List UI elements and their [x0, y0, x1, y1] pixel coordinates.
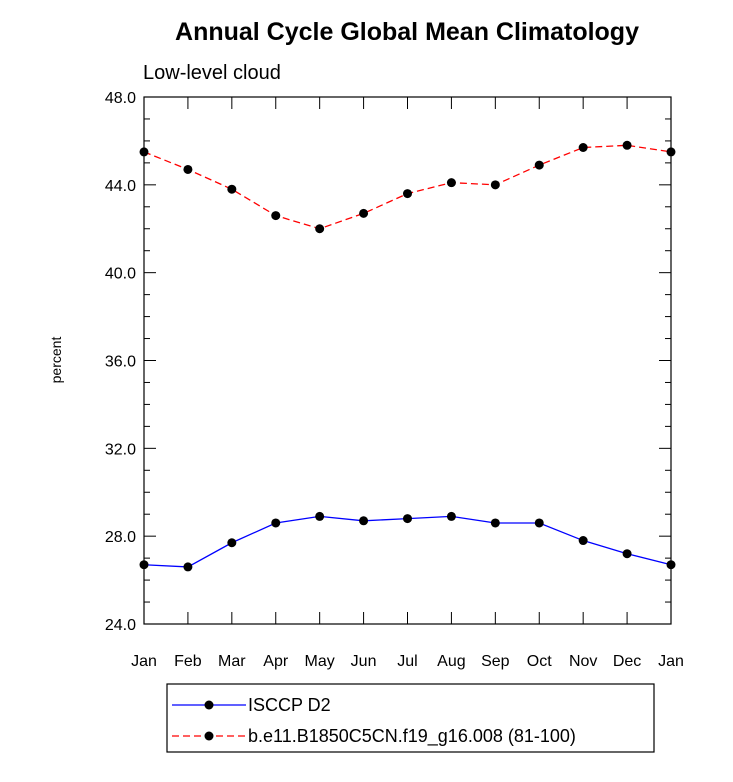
- series-2-point: [315, 224, 325, 234]
- series-2-point: [534, 160, 544, 170]
- legend-marker-1: [204, 700, 214, 710]
- series-line-2: [143, 144, 672, 230]
- series-1-point: [403, 514, 412, 524]
- x-tick-label: Jun: [351, 653, 377, 670]
- series-2-point: [622, 140, 632, 150]
- chart-subtitle: Low-level cloud: [143, 62, 281, 84]
- x-tick-label: Oct: [527, 653, 552, 670]
- series-1-point: [534, 518, 544, 528]
- y-tick-label: 24.0: [105, 617, 136, 634]
- y-axis-label: percent: [48, 337, 64, 384]
- x-tick-label: Dec: [613, 653, 641, 670]
- series-2-point: [271, 211, 281, 221]
- series-2-point: [446, 178, 456, 188]
- plot-frame: [143, 96, 672, 625]
- series-2-point: [359, 208, 369, 218]
- series-1-point: [315, 511, 325, 521]
- series-1-point: [578, 536, 588, 546]
- series-1-point: [622, 549, 632, 559]
- legend-marker-2: [204, 731, 214, 741]
- series-2-point: [490, 180, 500, 190]
- series-1-point: [490, 518, 500, 528]
- legend-label-2: b.e11.B1850C5CN.f19_g16.008 (81-100): [248, 726, 576, 747]
- x-tick-label: Aug: [437, 653, 465, 670]
- y-tick-label: 44.0: [105, 178, 136, 195]
- series-2-point: [578, 143, 588, 153]
- y-tick-label: 32.0: [105, 441, 136, 458]
- series-2-point: [183, 164, 193, 174]
- legend-label-1: ISCCP D2: [248, 695, 331, 715]
- x-tick-label: May: [305, 653, 335, 670]
- y-tick-label: 36.0: [105, 354, 136, 371]
- chart-title: Annual Cycle Global Mean Climatology: [175, 18, 639, 46]
- x-tick-label: Jan: [131, 653, 157, 670]
- legend-items: ISCCP D2 b.e11.B1850C5CN.f19_g16.008 (81-…: [172, 695, 576, 747]
- series-1-point: [183, 562, 193, 572]
- y-tick-label: 48.0: [105, 90, 136, 107]
- series-line-1: [143, 515, 672, 568]
- series-2-point: [403, 189, 412, 199]
- legend: ISCCP D2 b.e11.B1850C5CN.f19_g16.008 (81-…: [166, 683, 655, 753]
- x-tick-label: Sep: [481, 653, 510, 670]
- x-tick-label: Nov: [569, 653, 597, 670]
- x-tick-label: Jan: [658, 653, 684, 670]
- series-1-point: [227, 538, 237, 548]
- series-1-point: [359, 516, 369, 526]
- series-layer: [139, 140, 676, 572]
- series-2-point: [227, 184, 237, 194]
- x-tick-label: Mar: [218, 653, 246, 670]
- y-tick-label: 40.0: [105, 266, 136, 283]
- x-tick-label: Apr: [263, 653, 289, 670]
- axis-ticks-layer: 24.0 28.0 32.0 36.0 40.0 44.0 48.0 Jan Feb Mar Apr…: [105, 90, 684, 670]
- legend-box: [166, 683, 655, 753]
- series-1-point: [271, 518, 281, 528]
- series-1-point: [446, 511, 456, 521]
- x-tick-label: Jul: [397, 653, 417, 670]
- y-tick-label: 28.0: [105, 529, 136, 546]
- x-tick-label: Feb: [174, 653, 202, 670]
